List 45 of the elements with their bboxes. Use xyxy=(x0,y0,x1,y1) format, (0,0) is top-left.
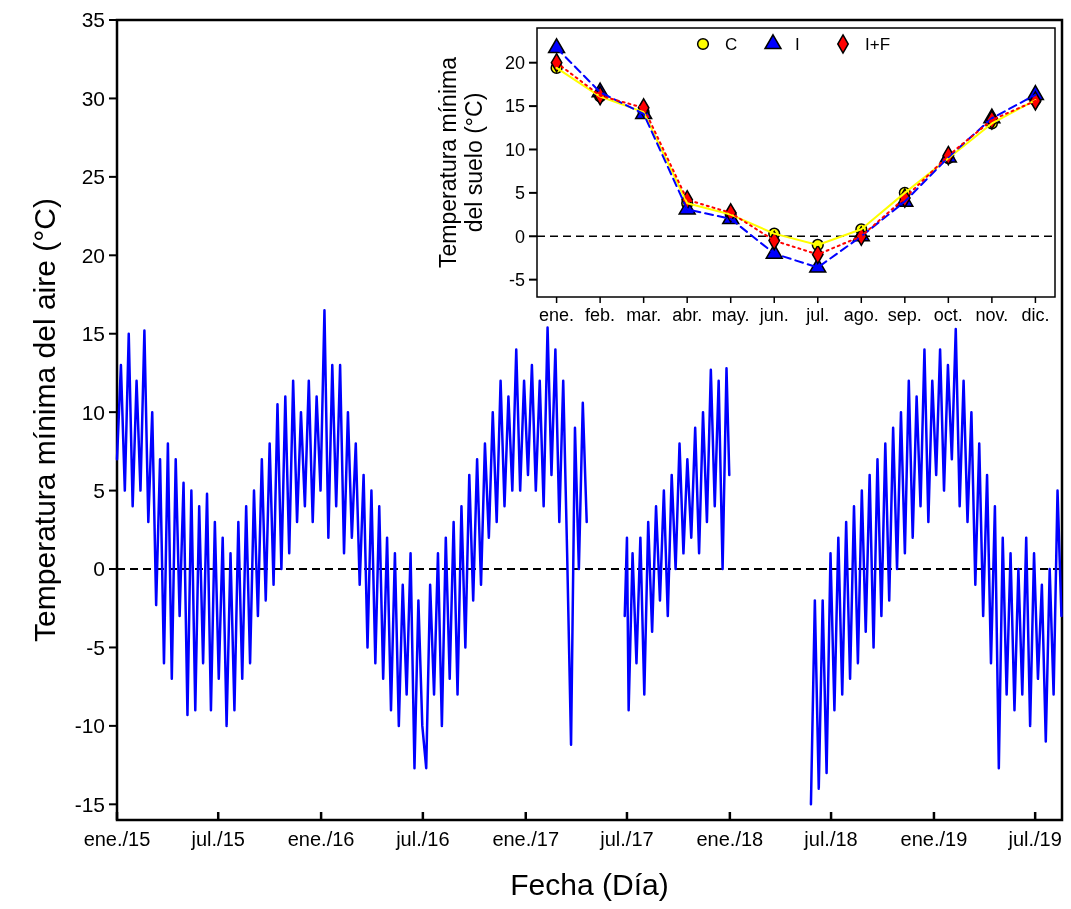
x-tick-label: feb. xyxy=(585,305,616,325)
x-tick-label: jul./16 xyxy=(395,828,450,850)
y-axis-title: Temperatura mínima del suelo (°C) xyxy=(434,56,487,268)
x-tick-label: ene. xyxy=(539,305,575,325)
x-tick-label: ene./19 xyxy=(900,828,968,850)
x-tick-label: jul. xyxy=(805,305,830,325)
y-tick-label: 10 xyxy=(504,139,525,160)
y-tick-label: 35 xyxy=(81,8,105,32)
x-tick-label: oct. xyxy=(933,305,963,325)
x-tick-label: dic. xyxy=(1021,305,1050,325)
x-tick-label: ene./15 xyxy=(83,828,151,850)
y-tick-label: 15 xyxy=(504,96,525,117)
x-tick-label: jul./15 xyxy=(190,828,245,850)
y-tick-label: -10 xyxy=(74,714,105,738)
y-tick-label: -15 xyxy=(74,792,105,816)
y-tick-label: 10 xyxy=(81,400,105,424)
x-tick-label: ene./17 xyxy=(492,828,560,850)
legend-label: I+F xyxy=(865,34,891,54)
x-tick-label: may. xyxy=(711,305,750,325)
x-tick-label: jul./19 xyxy=(1007,828,1062,850)
legend-label: C xyxy=(725,34,738,54)
x-tick-label: mar. xyxy=(626,305,662,325)
y-axis-title: Temperatura mínima del aire (°C) xyxy=(27,198,61,642)
x-tick-label: abr. xyxy=(672,305,703,325)
y-tick-label: -5 xyxy=(508,269,525,290)
x-tick-label: jul./18 xyxy=(803,828,858,850)
y-tick-label: 15 xyxy=(81,322,105,346)
y-tick-label: -5 xyxy=(86,635,105,659)
y-tick-label: 20 xyxy=(504,53,525,74)
y-tick-label: 0 xyxy=(514,226,525,247)
y-tick-label: 5 xyxy=(514,183,525,204)
x-tick-label: nov. xyxy=(975,305,1009,325)
y-tick-label: 20 xyxy=(81,243,105,267)
x-tick-label: ene./16 xyxy=(287,828,355,850)
y-tick-label: 30 xyxy=(81,86,105,110)
y-tick-label: 5 xyxy=(93,478,105,502)
x-tick-label: jun. xyxy=(758,305,789,325)
x-tick-label: ene./18 xyxy=(696,828,764,850)
x-tick-label: ago. xyxy=(843,305,879,325)
y-tick-label: 25 xyxy=(81,165,105,189)
x-tick-label: jul./17 xyxy=(599,828,654,850)
legend-label: I xyxy=(795,34,800,54)
y-tick-label: 0 xyxy=(93,557,105,581)
x-tick-label: sep. xyxy=(887,305,922,325)
x-axis-title: Fecha (Día) xyxy=(510,868,669,901)
